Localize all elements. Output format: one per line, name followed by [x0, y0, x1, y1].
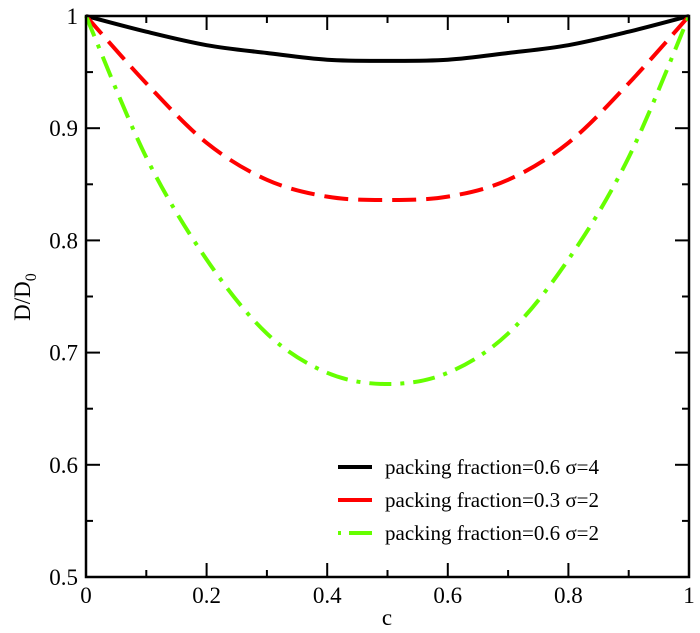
x-tick-label: 0.4 — [313, 583, 342, 608]
x-tick-label: 0.6 — [433, 583, 462, 608]
legend: packing fraction=0.6 σ=4 packing fraction… — [338, 455, 600, 545]
legend-label: packing fraction=0.6 σ=4 — [385, 455, 600, 479]
y-tick-label: 0.5 — [49, 565, 78, 590]
x-tick-label: 0.2 — [192, 583, 221, 608]
x-tick-label: 0 — [80, 583, 92, 608]
y-tick-label: 1 — [67, 4, 79, 29]
axis-ticks — [85, 15, 690, 578]
y-tick-label: 0.9 — [49, 116, 78, 141]
y-axis-label: D/D0 — [10, 273, 40, 321]
series-line-0 — [85, 14, 690, 63]
legend-label: packing fraction=0.3 σ=2 — [385, 488, 599, 512]
legend-label: packing fraction=0.6 σ=2 — [385, 521, 599, 545]
series-line-2 — [84, 15, 691, 387]
series-line-1 — [84, 14, 691, 203]
x-tick-label: 1 — [683, 583, 695, 608]
series-lines — [84, 14, 691, 387]
y-tick-label: 0.6 — [49, 453, 78, 478]
x-tick-label: 0.8 — [554, 583, 583, 608]
y-tick-label: 0.8 — [49, 228, 78, 253]
y-tick-label: 0.7 — [49, 341, 78, 366]
x-axis-label: c — [382, 605, 392, 630]
tick-labels: 0 0.2 0.4 0.6 0.8 1 0.5 0.6 0.7 0.8 0.9 1 — [49, 4, 695, 608]
